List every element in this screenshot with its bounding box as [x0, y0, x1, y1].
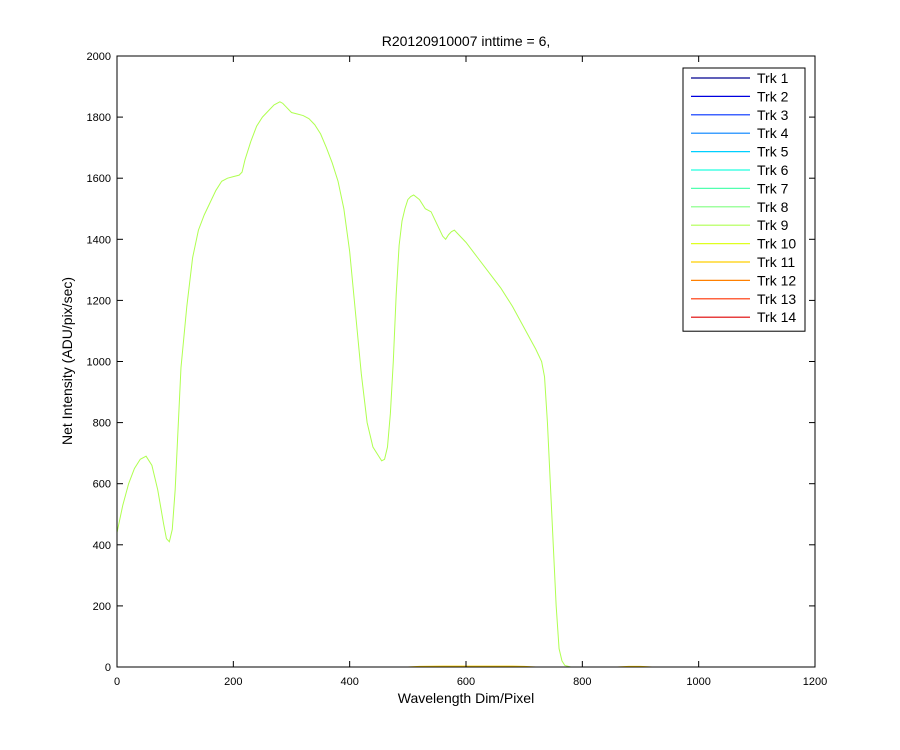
legend-label: Trk 9 [757, 217, 789, 233]
y-tick-label: 1200 [87, 295, 111, 307]
y-axis: 0 200 400 600 800 1000 1200 1400 1600 1800 2000 [87, 51, 815, 674]
x-tick-label: 400 [340, 676, 358, 688]
x-tick-label: 600 [457, 676, 475, 688]
y-tick-label: 600 [93, 479, 111, 491]
legend-label: Trk 4 [757, 125, 789, 141]
legend-label: Trk 2 [757, 88, 789, 104]
y-tick-label: 400 [93, 540, 111, 552]
legend-label: Trk 5 [757, 144, 789, 160]
y-tick-label: 800 [93, 418, 111, 430]
legend-label: Trk 13 [757, 291, 796, 307]
x-tick-label: 800 [573, 676, 591, 688]
legend-label: Trk 11 [757, 254, 795, 270]
legend-label: Trk 3 [757, 107, 789, 123]
y-tick-label: 200 [93, 601, 111, 613]
y-axis-label: Net Intensity (ADU/pix/sec) [59, 277, 75, 445]
x-tick-label: 200 [224, 676, 242, 688]
y-tick-label: 1400 [87, 234, 111, 246]
legend-label: Trk 1 [757, 70, 789, 86]
y-tick-label: 1000 [87, 357, 111, 369]
legend-label: Trk 14 [757, 309, 796, 325]
y-tick-label: 2000 [87, 51, 111, 63]
x-axis-label: Wavelength Dim/Pixel [398, 690, 534, 706]
legend-label: Trk 7 [757, 180, 789, 196]
legend: Trk 1 Trk 2 Trk 3 Trk 4 Trk 5 Trk 6 Trk 7 Trk 8… [682, 67, 806, 332]
y-tick-label: 1600 [87, 173, 111, 185]
x-tick-label: 1200 [803, 676, 827, 688]
series-line-trk-11 [117, 665, 713, 668]
x-tick-label: 0 [114, 676, 120, 688]
legend-label: Trk 8 [757, 199, 789, 215]
y-tick-label: 1800 [87, 112, 111, 124]
legend-label: Trk 12 [757, 272, 796, 288]
chart-title: R20120910007 inttime = 6, [382, 33, 551, 49]
legend-label: Trk 10 [757, 236, 796, 252]
series-line-trk-9 [116, 101, 713, 668]
y-tick-label: 0 [105, 662, 111, 674]
legend-box [682, 67, 806, 332]
x-tick-label: 1000 [686, 676, 710, 688]
x-axis: 0 200 400 600 800 1000 1200 [114, 56, 827, 688]
legend-label: Trk 6 [757, 162, 789, 178]
